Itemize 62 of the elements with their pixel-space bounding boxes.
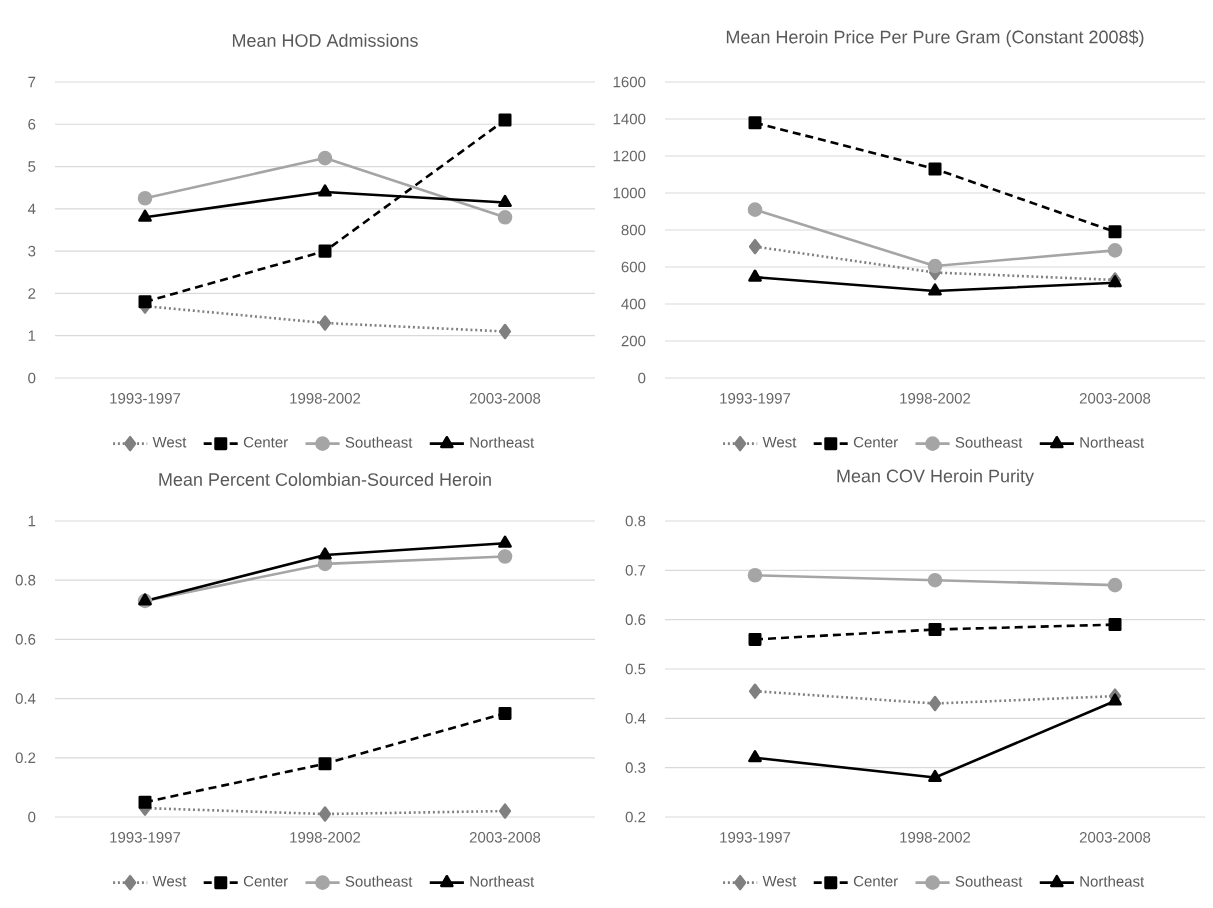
y-tick-label: 7 — [28, 76, 36, 88]
y-tick-label: 1200 — [613, 150, 646, 162]
y-tick-label: 1 — [28, 515, 36, 527]
legend-label: Center — [243, 436, 288, 448]
y-tick-label: 2 — [28, 288, 36, 299]
y-tick-label: 4 — [27, 203, 36, 214]
legend-label: Southeast — [955, 436, 1023, 448]
legend-label: Center — [853, 436, 898, 448]
legend-label: Center — [853, 875, 898, 887]
x-tick-label: 1993-1997 — [720, 393, 791, 404]
y-tick-label: 0.3 — [625, 762, 646, 773]
y-tick-label: 0.4 — [15, 693, 36, 704]
y-tick-label: 0 — [28, 811, 36, 823]
x-tick-label: 1993-1997 — [110, 832, 181, 843]
y-tick-label: 400 — [621, 298, 646, 310]
x-tick-label: 2003-2008 — [469, 393, 541, 404]
y-tick-label: 800 — [621, 224, 646, 236]
chart-title: Mean Percent Colombian-Sourced Heroin — [159, 472, 491, 486]
y-tick-label: 0.8 — [15, 574, 36, 586]
chart-title: Mean COV Heroin Purity — [837, 469, 1034, 486]
legend-label: West — [762, 875, 797, 887]
y-tick-label: 0.8 — [625, 515, 646, 527]
x-tick-label: 2003-2008 — [1079, 832, 1151, 843]
legend-label: Southeast — [345, 436, 413, 448]
x-tick-label: 1998-2002 — [290, 832, 361, 843]
legend-label: West — [152, 436, 187, 448]
y-tick-label: 0.2 — [15, 752, 36, 764]
x-tick-label: 1993-1997 — [720, 832, 791, 843]
legend-label: Northeast — [1080, 436, 1145, 448]
y-tick-label: 200 — [621, 335, 646, 347]
y-tick-label: 0.4 — [625, 713, 646, 724]
y-tick-label: 3 — [28, 245, 36, 257]
y-tick-label: 600 — [621, 261, 646, 273]
x-tick-label: 1998-2002 — [290, 393, 361, 404]
legend-label: West — [762, 436, 797, 448]
y-tick-label: 1600 — [613, 76, 646, 88]
legend-label: Southeast — [345, 875, 413, 887]
chart-title: Mean HOD Admissions — [232, 33, 418, 47]
x-tick-label: 2003-2008 — [1079, 393, 1151, 404]
y-tick-label: 0.7 — [625, 565, 646, 576]
x-tick-label: 1993-1997 — [110, 393, 181, 404]
y-tick-label: 0 — [28, 372, 36, 384]
y-tick-label: 0 — [638, 372, 646, 384]
legend-label: Center — [243, 875, 288, 887]
legend-label: Southeast — [955, 875, 1023, 887]
legend-label: Northeast — [470, 875, 535, 887]
legend-label: Northeast — [1080, 875, 1145, 887]
x-tick-label: 2003-2008 — [469, 832, 541, 843]
y-tick-label: 0.2 — [625, 811, 646, 823]
y-tick-label: 1400 — [613, 113, 646, 125]
y-tick-label: 0.6 — [625, 614, 646, 625]
chart-title: Mean Heroin Price Per Pure Gram (Constant 2008$) — [726, 29, 1144, 47]
y-tick-label: 0.5 — [625, 663, 646, 675]
legend-label: Northeast — [470, 436, 535, 448]
y-tick-label: 1 — [28, 330, 36, 341]
y-tick-label: 1000 — [613, 187, 646, 199]
x-tick-label: 1998-2002 — [900, 393, 971, 404]
y-tick-label: 5 — [28, 161, 36, 172]
y-tick-label: 0.6 — [15, 634, 36, 645]
x-tick-label: 1998-2002 — [900, 832, 971, 843]
legend-label: West — [152, 875, 187, 887]
y-tick-label: 6 — [28, 118, 36, 130]
